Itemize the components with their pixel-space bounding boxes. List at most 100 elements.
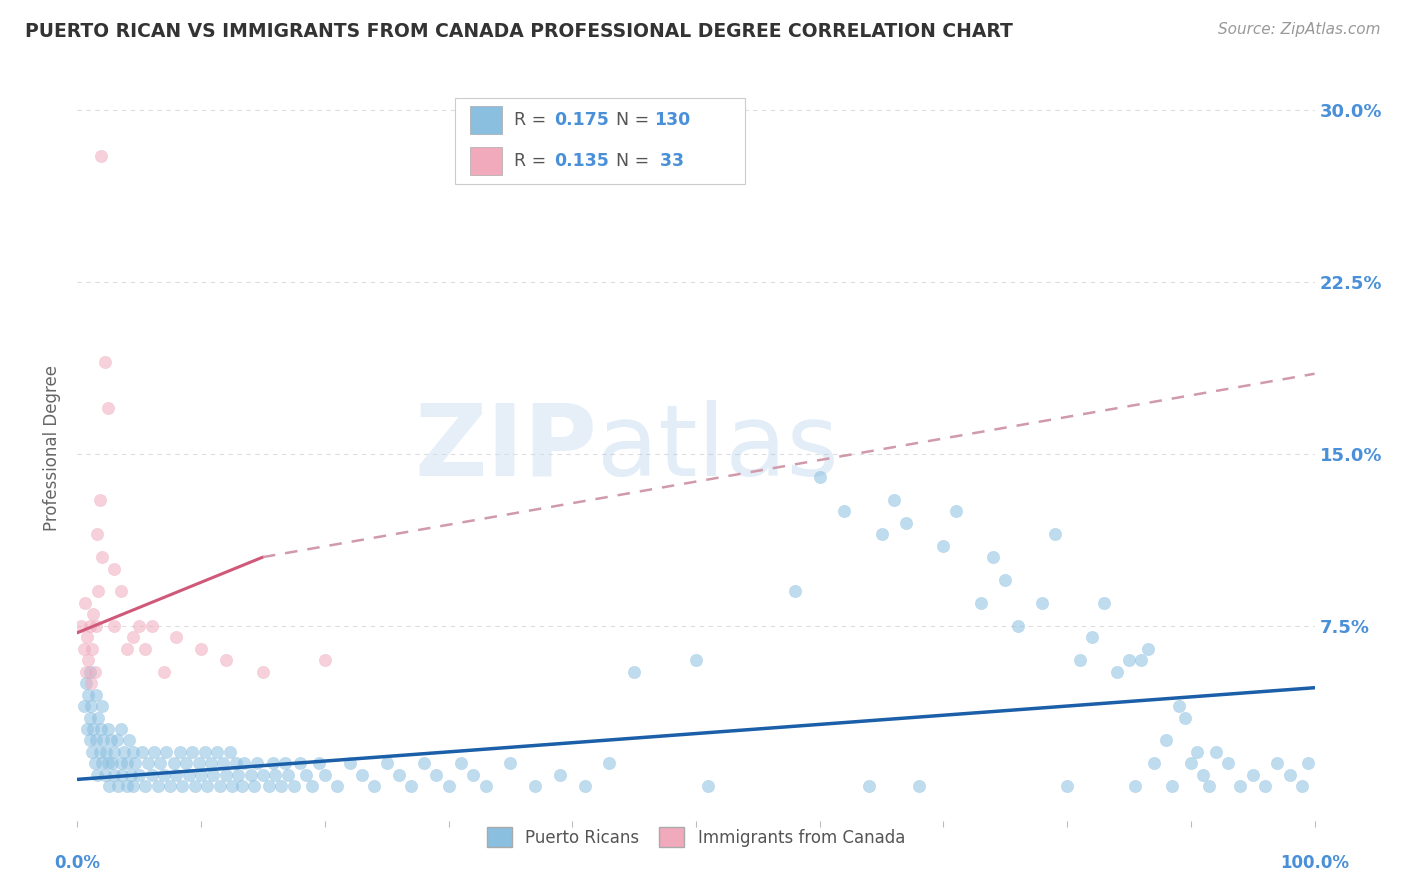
- Point: [326, 779, 349, 793]
- Point: [105, 733, 128, 747]
- Point: [90, 722, 112, 736]
- Point: [89, 492, 111, 507]
- Point: [463, 768, 485, 782]
- Point: [499, 756, 522, 771]
- Point: [524, 779, 547, 793]
- Point: [181, 745, 204, 759]
- Point: [1278, 768, 1301, 782]
- Point: [79, 733, 101, 747]
- Point: [122, 745, 145, 759]
- Point: [103, 619, 125, 633]
- Point: [91, 756, 114, 771]
- Point: [73, 596, 96, 610]
- Point: [226, 768, 249, 782]
- Point: [83, 756, 105, 771]
- Point: [169, 745, 191, 759]
- Legend: Puerto Ricans, Immigrants from Canada: Puerto Ricans, Immigrants from Canada: [481, 821, 911, 854]
- Point: [91, 733, 114, 747]
- Text: PUERTO RICAN VS IMMIGRANTS FROM CANADA PROFESSIONAL DEGREE CORRELATION CHART: PUERTO RICAN VS IMMIGRANTS FROM CANADA P…: [25, 22, 1014, 41]
- Point: [450, 756, 472, 771]
- Text: R =: R =: [515, 153, 551, 170]
- Point: [215, 653, 238, 667]
- Point: [165, 630, 187, 644]
- Point: [172, 779, 194, 793]
- Point: [1154, 733, 1177, 747]
- Point: [103, 561, 125, 575]
- Text: ZIP: ZIP: [415, 400, 598, 497]
- Point: [103, 768, 125, 782]
- Point: [697, 779, 720, 793]
- Point: [89, 745, 111, 759]
- Point: [93, 355, 115, 369]
- Point: [1167, 699, 1189, 714]
- Point: [80, 676, 103, 690]
- FancyBboxPatch shape: [470, 147, 502, 175]
- Text: Source: ZipAtlas.com: Source: ZipAtlas.com: [1218, 22, 1381, 37]
- Point: [274, 756, 297, 771]
- Point: [72, 699, 94, 714]
- Point: [86, 768, 108, 782]
- Point: [1056, 779, 1078, 793]
- Point: [883, 492, 905, 507]
- Point: [153, 665, 176, 679]
- Point: [243, 779, 266, 793]
- Point: [1123, 779, 1146, 793]
- Point: [277, 768, 299, 782]
- Point: [115, 756, 138, 771]
- Point: [141, 619, 163, 633]
- Point: [1174, 710, 1197, 724]
- Point: [82, 722, 104, 736]
- Point: [896, 516, 918, 530]
- Point: [141, 768, 163, 782]
- Point: [246, 756, 269, 771]
- Point: [84, 688, 107, 702]
- Point: [685, 653, 707, 667]
- Point: [205, 745, 228, 759]
- Point: [118, 733, 141, 747]
- Point: [76, 722, 98, 736]
- Point: [82, 745, 104, 759]
- Point: [1298, 756, 1320, 771]
- Point: [1118, 653, 1140, 667]
- Point: [153, 768, 176, 782]
- Point: [1092, 596, 1115, 610]
- Text: 0.135: 0.135: [554, 153, 609, 170]
- Point: [474, 779, 496, 793]
- Point: [115, 779, 138, 793]
- Point: [70, 619, 93, 633]
- Point: [264, 768, 287, 782]
- Point: [75, 665, 97, 679]
- Point: [79, 710, 101, 724]
- Point: [233, 756, 256, 771]
- Text: 33: 33: [654, 153, 683, 170]
- Point: [212, 756, 235, 771]
- Point: [314, 768, 336, 782]
- Point: [165, 768, 187, 782]
- Point: [425, 768, 447, 782]
- Point: [184, 779, 207, 793]
- Point: [783, 584, 806, 599]
- Point: [111, 768, 134, 782]
- Point: [1216, 756, 1239, 771]
- Point: [252, 768, 274, 782]
- Point: [163, 756, 186, 771]
- Point: [257, 779, 280, 793]
- Point: [295, 768, 318, 782]
- Point: [388, 768, 411, 782]
- Point: [87, 710, 110, 724]
- Point: [208, 779, 231, 793]
- Point: [301, 779, 323, 793]
- Point: [84, 733, 107, 747]
- Point: [94, 745, 117, 759]
- Point: [134, 779, 156, 793]
- Text: 0.0%: 0.0%: [55, 855, 100, 872]
- Point: [401, 779, 423, 793]
- Point: [1205, 745, 1227, 759]
- Point: [308, 756, 330, 771]
- Text: R =: R =: [515, 111, 551, 129]
- Point: [548, 768, 571, 782]
- Point: [1185, 745, 1208, 759]
- Point: [221, 779, 243, 793]
- Text: N =: N =: [616, 153, 654, 170]
- Point: [136, 756, 159, 771]
